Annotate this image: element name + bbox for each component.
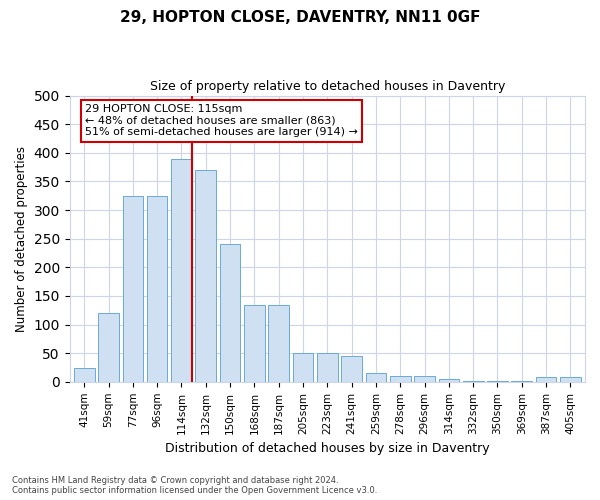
Bar (74, 368, 95, 382)
Bar (293, 353, 313, 382)
Bar (511, 380, 532, 382)
Text: Contains HM Land Registry data © Crown copyright and database right 2024.
Contai: Contains HM Land Registry data © Crown c… (12, 476, 377, 495)
Bar (147, 196, 167, 382)
Y-axis label: Number of detached properties: Number of detached properties (15, 146, 28, 332)
Bar (536, 377, 556, 382)
Bar (98, 313, 119, 382)
Bar (268, 304, 289, 382)
Bar (317, 353, 338, 382)
Bar (463, 380, 484, 382)
Bar (487, 380, 508, 382)
Bar (390, 376, 410, 382)
Bar (365, 373, 386, 382)
Bar (414, 376, 435, 382)
Bar (244, 304, 265, 382)
Bar (341, 356, 362, 382)
Text: 29, HOPTON CLOSE, DAVENTRY, NN11 0GF: 29, HOPTON CLOSE, DAVENTRY, NN11 0GF (120, 10, 480, 25)
Bar (439, 379, 459, 382)
Bar (122, 196, 143, 382)
Title: Size of property relative to detached houses in Daventry: Size of property relative to detached ho… (149, 80, 505, 93)
X-axis label: Distribution of detached houses by size in Daventry: Distribution of detached houses by size … (165, 442, 490, 455)
Bar (220, 244, 241, 382)
Bar (560, 377, 581, 382)
Bar (196, 170, 216, 382)
Bar (171, 158, 192, 382)
Text: 29 HOPTON CLOSE: 115sqm
← 48% of detached houses are smaller (863)
51% of semi-d: 29 HOPTON CLOSE: 115sqm ← 48% of detache… (85, 104, 358, 138)
